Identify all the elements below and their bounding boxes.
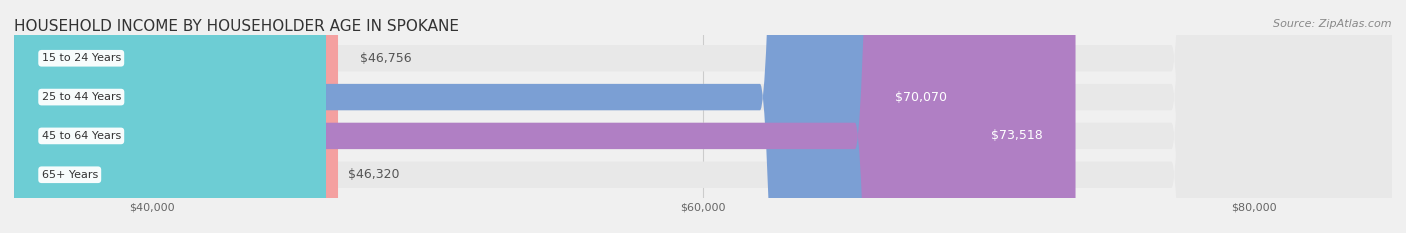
Text: HOUSEHOLD INCOME BY HOUSEHOLDER AGE IN SPOKANE: HOUSEHOLD INCOME BY HOUSEHOLDER AGE IN S…	[14, 19, 460, 34]
FancyBboxPatch shape	[14, 0, 1076, 233]
Text: $46,756: $46,756	[360, 52, 412, 65]
Text: $46,320: $46,320	[349, 168, 399, 181]
Text: 65+ Years: 65+ Years	[42, 170, 98, 180]
Text: 45 to 64 Years: 45 to 64 Years	[42, 131, 121, 141]
Text: $70,070: $70,070	[896, 91, 948, 104]
Text: 25 to 44 Years: 25 to 44 Years	[42, 92, 121, 102]
FancyBboxPatch shape	[14, 0, 1392, 233]
FancyBboxPatch shape	[14, 0, 326, 233]
FancyBboxPatch shape	[14, 0, 1392, 233]
FancyBboxPatch shape	[14, 0, 337, 233]
Text: $73,518: $73,518	[991, 129, 1042, 142]
FancyBboxPatch shape	[14, 0, 1392, 233]
Text: Source: ZipAtlas.com: Source: ZipAtlas.com	[1274, 19, 1392, 29]
FancyBboxPatch shape	[14, 0, 1392, 233]
FancyBboxPatch shape	[14, 0, 980, 233]
Text: 15 to 24 Years: 15 to 24 Years	[42, 53, 121, 63]
